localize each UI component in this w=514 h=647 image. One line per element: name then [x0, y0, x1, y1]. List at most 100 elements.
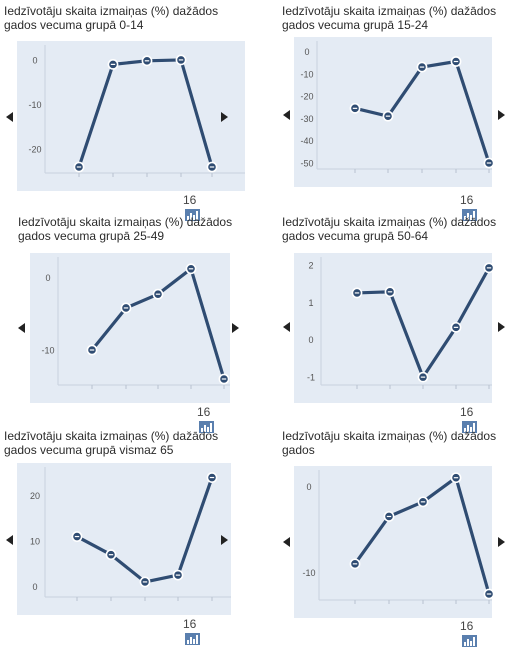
chart-footer[interactable]: 16	[183, 617, 200, 645]
data-point	[86, 344, 98, 356]
bar-chart-icon-bar	[190, 212, 192, 220]
bar-chart-icon-bar	[473, 210, 475, 220]
series-line	[76, 477, 214, 584]
footer-number: 16	[183, 193, 197, 207]
y-tick-label: 0	[306, 482, 311, 492]
data-point	[206, 472, 218, 483]
next-arrow-icon[interactable]	[498, 537, 505, 547]
data-point	[185, 263, 197, 275]
footer-number: 16	[183, 617, 197, 631]
prev-arrow-icon[interactable]	[6, 535, 13, 545]
chart-title: Iedzīvotāju skaita izmaiņas (%) dažādos g…	[18, 215, 232, 243]
data-point	[382, 110, 394, 122]
bar-chart-icon-bar	[201, 427, 203, 432]
chart-footer[interactable]: 16	[460, 193, 477, 221]
bar-chart-icon[interactable]	[199, 420, 214, 433]
chart-title: Iedzīvotāju skaita izmaiņas (%) dažādos g…	[282, 429, 496, 457]
bar-chart-icon-bar	[464, 427, 466, 432]
footer-number: 16	[460, 405, 474, 419]
data-point	[351, 287, 363, 299]
next-arrow-icon[interactable]	[498, 322, 505, 332]
data-point	[483, 588, 495, 600]
bar-chart-icon-bar	[196, 210, 198, 220]
series-line	[90, 267, 226, 380]
chart-title: Iedzīvotāju skaita izmaiņas (%) dažādos g…	[4, 4, 218, 32]
bar-chart-icon-bar	[467, 424, 469, 432]
bar-chart-icon-bar	[470, 640, 472, 646]
data-point	[120, 302, 132, 314]
prev-arrow-icon[interactable]	[6, 112, 13, 122]
next-arrow-icon[interactable]	[221, 535, 228, 545]
bar-chart-icon[interactable]	[462, 208, 477, 221]
bar-chart-icon[interactable]	[185, 632, 200, 645]
y-tick-label: -10	[41, 346, 54, 356]
line-chart-svg: 0 -10	[41, 257, 230, 389]
bar-chart-icon-bar	[196, 634, 198, 644]
chart-title-line: Iedzīvotāju skaita izmaiņas (%) dažādos	[18, 215, 233, 229]
prev-arrow-icon[interactable]	[283, 537, 290, 547]
y-tick-label: 0	[45, 273, 50, 283]
y-tick-label: -20	[300, 92, 313, 102]
chart-title-line: Iedzīvotāju skaita izmaiņas (%) dažādos	[4, 4, 219, 18]
line-chart-svg: 2 1 0 -1	[307, 257, 495, 389]
bar-chart-icon-bar	[187, 639, 189, 644]
line-chart-svg: 20 10 0	[30, 467, 231, 601]
data-point	[107, 58, 119, 70]
chart-title-line: gados vecuma grupā 50-64	[282, 229, 429, 243]
data-point	[349, 102, 361, 114]
chart-title: Iedzīvotāju skaita izmaiņas (%) dažādos g…	[4, 429, 218, 457]
bar-chart-icon-bar	[467, 212, 469, 220]
data-point	[417, 371, 429, 383]
prev-arrow-icon[interactable]	[18, 323, 25, 333]
bar-chart-icon-bar	[210, 422, 212, 432]
chart-footer[interactable]: 16	[183, 193, 200, 221]
series-line	[77, 58, 214, 168]
next-arrow-icon[interactable]	[221, 112, 228, 122]
y-tick-label: 20	[30, 491, 40, 501]
chart-footer[interactable]: 16	[460, 619, 477, 647]
footer-number: 16	[460, 193, 474, 207]
bar-chart-icon-bar	[187, 215, 189, 220]
y-tick-label: -20	[28, 145, 41, 155]
bar-chart-icon-bar	[473, 422, 475, 432]
data-point	[152, 288, 164, 300]
y-tick-label: -1	[307, 373, 315, 383]
plot-area: 0 -10 -20 -30 -40 -50	[294, 37, 495, 187]
prev-arrow-icon[interactable]	[283, 110, 290, 120]
data-point	[417, 496, 429, 508]
chart-footer[interactable]: 16	[460, 405, 477, 433]
prev-arrow-icon[interactable]	[283, 322, 290, 332]
plot-area: 20 10 0	[17, 463, 231, 615]
bar-chart-icon[interactable]	[462, 420, 477, 433]
chart-title-line: gados vecuma grupā 25-49	[18, 229, 165, 243]
data-point	[416, 61, 428, 73]
plot-area: 2 1 0 -1	[294, 253, 495, 403]
y-tick-label: 1	[308, 298, 313, 308]
plot-area: 0 -10 -20	[17, 41, 245, 191]
chart-title-line: Iedzīvotāju skaita izmaiņas (%) dažādos	[282, 215, 497, 229]
chart-title: Iedzīvotāju skaita izmaiņas (%) dažādos g…	[282, 215, 496, 243]
chart-footer[interactable]: 16	[197, 405, 214, 433]
data-point	[206, 161, 218, 173]
line-chart-svg: 0 -10 -20	[28, 45, 245, 177]
y-tick-label: 0	[308, 335, 313, 345]
series-line	[354, 59, 491, 164]
chart-title-line: gados vecuma grupā vismaz 65	[4, 443, 174, 457]
data-point	[139, 576, 151, 588]
footer-number: 16	[460, 619, 474, 633]
plot-area: 0 -10	[294, 466, 495, 618]
data-point	[73, 161, 85, 173]
data-point	[450, 321, 462, 333]
chart-title: Iedzīvotāju skaita izmaiņas (%) dažādos g…	[282, 4, 496, 32]
y-tick-label: -10	[300, 69, 313, 79]
next-arrow-icon[interactable]	[232, 323, 239, 333]
y-tick-label: -50	[300, 159, 313, 169]
data-point	[450, 472, 462, 484]
bar-chart-icon-bar	[470, 214, 472, 220]
y-tick-label: -40	[300, 136, 313, 146]
plot-area: 0 -10	[30, 253, 230, 403]
bar-chart-icon-bar	[207, 426, 209, 432]
bar-chart-icon[interactable]	[462, 634, 477, 647]
bar-chart-icon[interactable]	[185, 208, 200, 221]
next-arrow-icon[interactable]	[498, 110, 505, 120]
